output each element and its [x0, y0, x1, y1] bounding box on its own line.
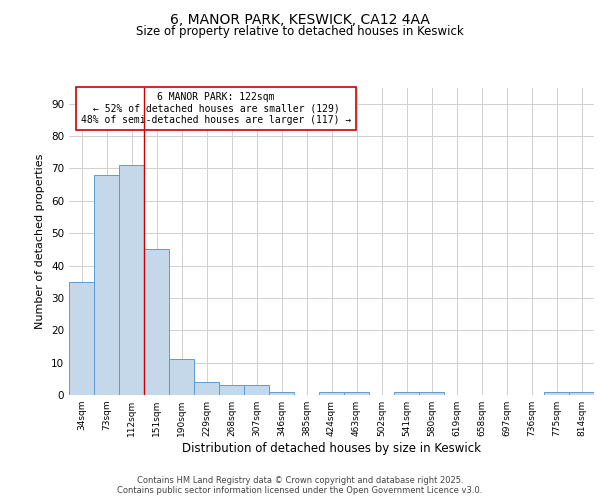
Text: Contains HM Land Registry data © Crown copyright and database right 2025.
Contai: Contains HM Land Registry data © Crown c… [118, 476, 482, 495]
Text: Size of property relative to detached houses in Keswick: Size of property relative to detached ho… [136, 25, 464, 38]
Bar [69, 282, 94, 395]
Bar [319, 392, 344, 395]
Bar [394, 392, 419, 395]
Text: 6 MANOR PARK: 122sqm
← 52% of detached houses are smaller (129)
48% of semi-deta: 6 MANOR PARK: 122sqm ← 52% of detached h… [81, 92, 351, 126]
Bar [244, 386, 269, 395]
Bar [344, 392, 369, 395]
X-axis label: Distribution of detached houses by size in Keswick: Distribution of detached houses by size … [182, 442, 481, 455]
Bar [94, 175, 119, 395]
Bar [119, 165, 144, 395]
Bar [419, 392, 444, 395]
Bar [219, 386, 244, 395]
Text: 6, MANOR PARK, KESWICK, CA12 4AA: 6, MANOR PARK, KESWICK, CA12 4AA [170, 12, 430, 26]
Bar [194, 382, 219, 395]
Bar [569, 392, 594, 395]
Bar [544, 392, 569, 395]
Bar [269, 392, 294, 395]
Bar [144, 250, 169, 395]
Bar [169, 360, 194, 395]
Y-axis label: Number of detached properties: Number of detached properties [35, 154, 46, 329]
